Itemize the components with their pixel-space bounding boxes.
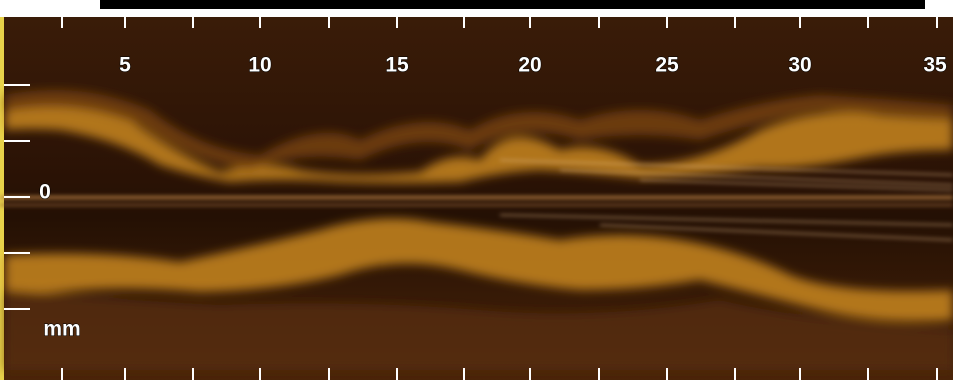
- x-label: 30: [788, 54, 811, 77]
- unit-label: mm: [43, 318, 80, 341]
- page: 5 10 15 20 25 30 35 0 mm (() => { const …: [0, 0, 953, 380]
- zero-label: 0: [39, 181, 51, 204]
- top-bar: [100, 0, 925, 9]
- x-label: 10: [248, 54, 271, 77]
- x-label: 5: [119, 54, 131, 77]
- x-label: 25: [655, 54, 679, 77]
- x-label: 35: [923, 54, 947, 77]
- x-label: 15: [385, 54, 409, 77]
- oct-image: 5 10 15 20 25 30 35 0 mm: [0, 0, 953, 380]
- x-label: 20: [518, 54, 541, 77]
